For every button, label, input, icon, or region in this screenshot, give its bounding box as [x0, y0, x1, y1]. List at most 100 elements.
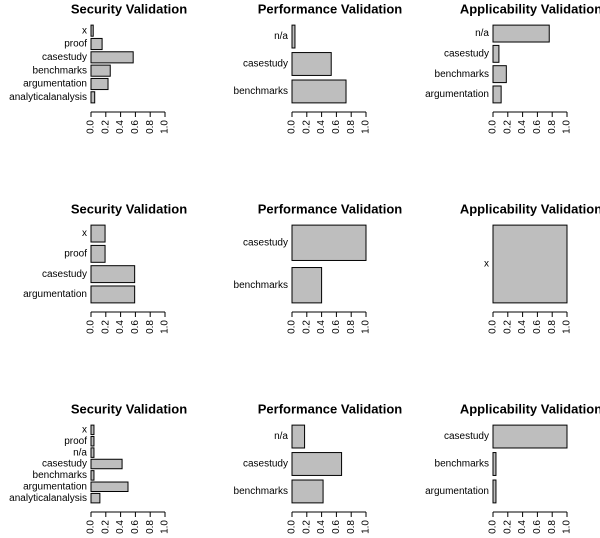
x-tick-label: 1.0	[361, 120, 372, 134]
bar	[291, 424, 306, 449]
x-tick-label: 0.0	[287, 120, 298, 134]
x-tick-label: 1.0	[562, 520, 573, 534]
bar	[492, 224, 568, 304]
x-tick-label: 0.4	[316, 320, 327, 334]
bar	[90, 51, 134, 64]
bar	[90, 224, 106, 243]
category-label: casestudy	[444, 431, 489, 442]
x-tick-label: 0.4	[115, 320, 126, 334]
x-tick-label: 0.4	[316, 520, 327, 534]
bar	[291, 479, 324, 504]
x-tick-label: 0.6	[331, 120, 342, 134]
bar	[90, 447, 95, 458]
chart-title: Applicability Validation	[460, 401, 600, 416]
category-label: benchmarks	[435, 69, 489, 80]
chart-title: Performance Validation	[258, 201, 403, 216]
bar	[90, 244, 106, 263]
category-label: argumentation	[23, 79, 87, 90]
x-tick-label: 0.4	[517, 320, 528, 334]
bar	[492, 85, 502, 104]
bar	[492, 452, 497, 476]
x-tick-label: 0.6	[130, 520, 141, 534]
x-tick-label: 0.4	[316, 120, 327, 134]
bar	[492, 424, 568, 449]
category-label: n/a	[274, 31, 288, 42]
x-tick-label: 0.2	[301, 120, 312, 134]
x-tick-label: 0.2	[502, 520, 513, 534]
bar	[90, 424, 95, 436]
bar	[90, 64, 111, 77]
bar	[90, 458, 123, 470]
x-tick-label: 0.2	[301, 520, 312, 534]
x-tick-label: 0.8	[547, 520, 558, 534]
x-tick-label: 0.6	[532, 320, 543, 334]
bar	[90, 37, 103, 51]
x-tick-label: 0.2	[100, 120, 111, 134]
x-tick-label: 0.6	[532, 520, 543, 534]
category-label: benchmarks	[234, 86, 288, 97]
chart-title: Security Validation	[71, 1, 187, 16]
x-tick-label: 0.8	[346, 320, 357, 334]
x-tick-label: 0.6	[130, 120, 141, 134]
bar	[492, 44, 500, 63]
category-label: proof	[64, 436, 87, 447]
chart-title: Performance Validation	[258, 401, 403, 416]
x-tick-label: 1.0	[160, 520, 171, 534]
chart-title: Performance Validation	[258, 1, 403, 16]
category-label: argumentation	[425, 89, 489, 100]
chart-title: Applicability Validation	[460, 201, 600, 216]
category-label: casestudy	[243, 59, 288, 70]
x-tick-label: 0.6	[331, 320, 342, 334]
x-tick-label: 0.0	[287, 520, 298, 534]
x-tick-label: 0.0	[86, 320, 97, 334]
x-tick-label: 0.8	[346, 520, 357, 534]
bar	[90, 435, 95, 447]
bar	[90, 470, 95, 481]
x-tick-label: 0.8	[145, 520, 156, 534]
bar	[90, 481, 129, 493]
chart-title: Security Validation	[71, 201, 187, 216]
x-tick-label: 0.0	[86, 520, 97, 534]
x-tick-label: 0.2	[502, 120, 513, 134]
chart-title: Security Validation	[71, 401, 187, 416]
category-label: proof	[64, 248, 87, 259]
bar	[291, 452, 343, 476]
x-tick-label: 0.8	[346, 120, 357, 134]
bar	[291, 79, 347, 104]
category-label: analyticalanalysis	[9, 493, 87, 504]
category-label: analyticalanalysis	[9, 92, 87, 103]
bar	[492, 24, 550, 43]
category-label: x	[82, 424, 87, 435]
category-label: x	[82, 25, 87, 36]
x-tick-label: 0.0	[287, 320, 298, 334]
x-tick-label: 0.6	[331, 520, 342, 534]
x-tick-label: 1.0	[562, 120, 573, 134]
bar	[291, 52, 332, 76]
bar	[291, 224, 367, 261]
bar	[90, 492, 101, 504]
bar	[291, 267, 323, 304]
x-tick-label: 0.0	[86, 120, 97, 134]
x-tick-label: 0.2	[301, 320, 312, 334]
category-label: benchmarks	[234, 280, 288, 291]
x-tick-label: 0.8	[547, 320, 558, 334]
category-label: casestudy	[42, 52, 87, 63]
bar	[90, 265, 136, 284]
x-tick-label: 1.0	[562, 320, 573, 334]
x-tick-label: 0.2	[100, 520, 111, 534]
x-tick-label: 0.6	[130, 320, 141, 334]
x-tick-label: 0.4	[115, 520, 126, 534]
category-label: proof	[64, 39, 87, 50]
category-label: casestudy	[243, 459, 288, 470]
x-tick-label: 0.2	[502, 320, 513, 334]
bar	[90, 77, 109, 91]
x-tick-label: 0.4	[517, 520, 528, 534]
x-tick-label: 1.0	[361, 520, 372, 534]
x-tick-label: 0.8	[547, 120, 558, 134]
category-label: benchmarks	[33, 470, 87, 481]
bar	[492, 479, 497, 504]
bar	[90, 91, 96, 104]
category-label: benchmarks	[234, 486, 288, 497]
x-tick-label: 1.0	[361, 320, 372, 334]
